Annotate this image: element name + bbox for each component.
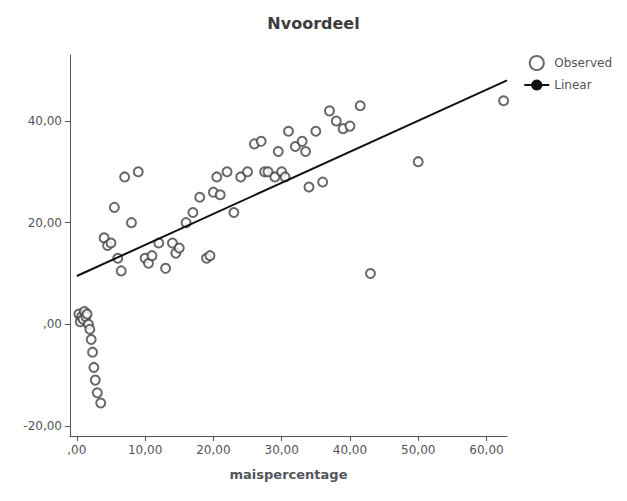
svg-text:Linear: Linear — [554, 78, 591, 92]
svg-text:20,00: 20,00 — [196, 443, 230, 457]
svg-text:60,00: 60,00 — [469, 443, 503, 457]
svg-text:Observed: Observed — [554, 56, 612, 70]
svg-text:Nvoordeel: Nvoordeel — [267, 14, 359, 33]
svg-text:50,00: 50,00 — [401, 443, 435, 457]
svg-text:10,00: 10,00 — [128, 443, 162, 457]
svg-text:30,00: 30,00 — [264, 443, 298, 457]
svg-text:20,00: 20,00 — [28, 216, 62, 230]
svg-text:40,00: 40,00 — [333, 443, 367, 457]
svg-text:,00: ,00 — [67, 443, 86, 457]
svg-text:-20,00: -20,00 — [23, 419, 62, 433]
svg-text:maispercentage: maispercentage — [230, 467, 348, 482]
svg-text:40,00: 40,00 — [28, 114, 62, 128]
svg-text:,00: ,00 — [43, 317, 62, 331]
